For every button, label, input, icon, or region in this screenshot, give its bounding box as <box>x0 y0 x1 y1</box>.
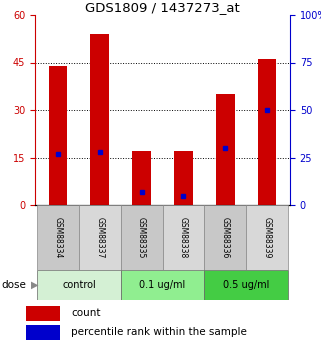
Bar <box>204 270 288 300</box>
Bar <box>121 270 204 300</box>
Bar <box>37 205 79 270</box>
Text: dose: dose <box>2 280 26 290</box>
Bar <box>37 270 121 300</box>
Bar <box>132 151 151 205</box>
Text: percentile rank within the sample: percentile rank within the sample <box>71 327 247 337</box>
Title: GDS1809 / 1437273_at: GDS1809 / 1437273_at <box>85 1 240 14</box>
Text: GSM88334: GSM88334 <box>54 217 63 258</box>
Text: GSM88337: GSM88337 <box>95 217 104 258</box>
Bar <box>26 325 60 339</box>
Bar <box>204 205 246 270</box>
Bar <box>91 34 109 205</box>
Bar <box>246 205 288 270</box>
Text: GSM88338: GSM88338 <box>179 217 188 258</box>
Text: GSM88336: GSM88336 <box>221 217 230 258</box>
Text: ▶: ▶ <box>31 280 39 290</box>
Bar <box>121 205 162 270</box>
Text: 0.1 ug/ml: 0.1 ug/ml <box>139 280 186 290</box>
Text: 0.5 ug/ml: 0.5 ug/ml <box>223 280 269 290</box>
Bar <box>79 205 121 270</box>
Bar <box>257 59 276 205</box>
Text: GSM88335: GSM88335 <box>137 217 146 258</box>
Bar <box>162 205 204 270</box>
Bar <box>174 151 193 205</box>
Bar <box>48 66 67 205</box>
Text: control: control <box>62 280 96 290</box>
Bar <box>26 306 60 321</box>
Text: GSM88339: GSM88339 <box>263 217 272 258</box>
Text: count: count <box>71 308 100 318</box>
Bar <box>216 94 235 205</box>
